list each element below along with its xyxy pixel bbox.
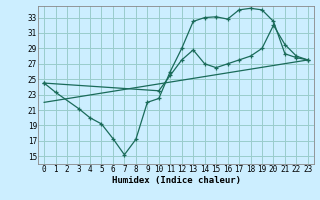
- X-axis label: Humidex (Indice chaleur): Humidex (Indice chaleur): [111, 176, 241, 185]
